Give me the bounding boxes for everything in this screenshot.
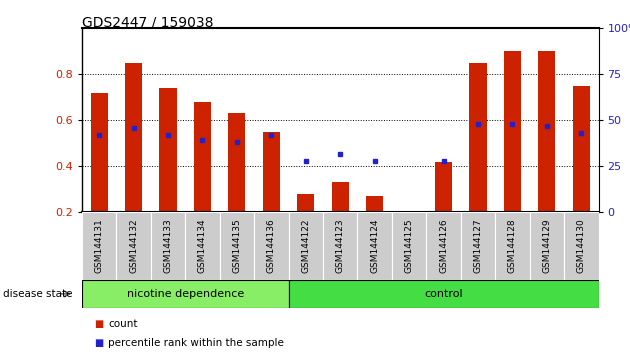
Bar xyxy=(289,212,323,280)
Bar xyxy=(185,212,220,280)
Bar xyxy=(504,51,521,212)
Bar xyxy=(331,183,349,212)
Bar xyxy=(366,196,383,212)
Text: GSM144135: GSM144135 xyxy=(232,219,241,273)
Text: disease state: disease state xyxy=(3,289,72,299)
Text: ■: ■ xyxy=(94,338,104,348)
Bar xyxy=(82,280,289,308)
Bar xyxy=(289,280,598,308)
Text: GSM144133: GSM144133 xyxy=(164,219,173,273)
Bar xyxy=(125,63,142,212)
Bar xyxy=(82,212,117,280)
Text: GSM144129: GSM144129 xyxy=(542,219,551,273)
Text: nicotine dependence: nicotine dependence xyxy=(127,289,244,299)
Text: GSM144122: GSM144122 xyxy=(301,219,310,273)
Text: GDS2447 / 159038: GDS2447 / 159038 xyxy=(82,16,214,30)
Text: GSM144130: GSM144130 xyxy=(577,219,586,273)
Bar xyxy=(427,212,461,280)
Bar xyxy=(530,212,564,280)
Text: GSM144128: GSM144128 xyxy=(508,219,517,273)
Text: GSM144124: GSM144124 xyxy=(370,219,379,273)
Text: percentile rank within the sample: percentile rank within the sample xyxy=(108,338,284,348)
Text: GSM144125: GSM144125 xyxy=(404,219,413,273)
Bar xyxy=(117,212,151,280)
Text: GSM144134: GSM144134 xyxy=(198,219,207,273)
Bar xyxy=(357,212,392,280)
Text: control: control xyxy=(424,289,463,299)
Bar xyxy=(91,93,108,212)
Bar xyxy=(263,132,280,212)
Bar xyxy=(228,114,246,212)
Bar xyxy=(495,212,530,280)
Bar xyxy=(573,86,590,212)
Bar xyxy=(538,51,556,212)
Text: GSM144136: GSM144136 xyxy=(267,219,276,273)
Bar xyxy=(159,88,176,212)
Text: GSM144126: GSM144126 xyxy=(439,219,448,273)
Text: ■: ■ xyxy=(94,319,104,329)
Bar xyxy=(392,212,427,280)
Bar xyxy=(469,63,486,212)
Bar xyxy=(297,194,314,212)
Text: count: count xyxy=(108,319,138,329)
Text: GSM144127: GSM144127 xyxy=(474,219,483,273)
Bar xyxy=(323,212,357,280)
Bar xyxy=(435,162,452,212)
Bar xyxy=(254,212,289,280)
Bar xyxy=(461,212,495,280)
Bar xyxy=(151,212,185,280)
Bar xyxy=(564,212,598,280)
Text: GSM144132: GSM144132 xyxy=(129,219,138,273)
Text: GSM144123: GSM144123 xyxy=(336,219,345,273)
Bar xyxy=(194,102,211,212)
Bar xyxy=(220,212,254,280)
Text: GSM144131: GSM144131 xyxy=(94,219,103,273)
